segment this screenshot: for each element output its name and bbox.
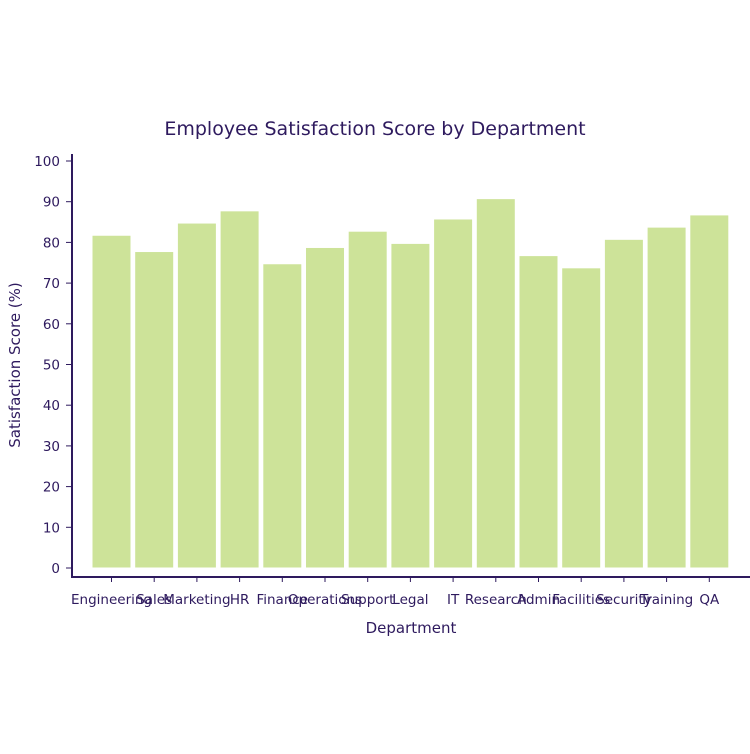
x-tick-label: Research [465,592,527,608]
y-tick-label: 10 [43,520,60,536]
x-tick-label: Operations [288,592,362,608]
bar-finance [260,261,305,571]
bar-support [345,228,390,571]
bar-security [601,236,646,571]
bar-research [473,196,518,571]
y-tick-label: 70 [43,276,60,292]
y-tick-label: 0 [51,561,60,577]
y-tick-label: 90 [43,195,60,211]
bar-hr [217,208,262,571]
x-tick-label: Facilities [552,592,610,608]
x-tick-label: Marketing [163,592,230,608]
y-axis-label: Satisfaction Score (%) [6,282,24,448]
bar-operations [303,244,347,571]
bar-admin [516,253,561,571]
x-tick-label: Sales [136,592,172,608]
x-tick-label: HR [230,592,250,608]
x-tick-label: Training [639,592,693,608]
x-tick-label: Finance [256,592,308,608]
x-axis-label: Department [366,619,457,637]
x-tick-label: Support [341,592,394,608]
bar-qa [687,212,732,571]
x-tick-label: Admin [517,592,560,608]
x-tick-label: Security [596,592,651,608]
bar-engineering [89,232,134,571]
bar-marketing [174,220,219,571]
y-tick-label: 60 [43,317,60,333]
y-axis-ticks: 0 10 20 30 40 50 60 70 80 90 100 [34,154,72,577]
x-tick-label: IT [447,592,460,608]
y-tick-label: 20 [43,480,60,496]
bar-legal [388,240,433,571]
bar-sales [132,249,177,571]
y-tick-label: 40 [43,398,60,414]
y-tick-label: 80 [43,235,60,251]
x-tick-label: Engineering [71,592,152,608]
bars-group [89,196,732,571]
bar-training [644,224,689,571]
chart-title: Employee Satisfaction Score by Departmen… [164,118,585,140]
x-tick-label: QA [699,592,720,608]
bar-facilities [559,265,604,571]
y-tick-label: 100 [34,154,60,170]
y-tick-label: 30 [43,439,60,455]
y-tick-label: 50 [43,358,60,374]
bar-it [431,216,476,571]
x-tick-label: Legal [392,592,428,608]
